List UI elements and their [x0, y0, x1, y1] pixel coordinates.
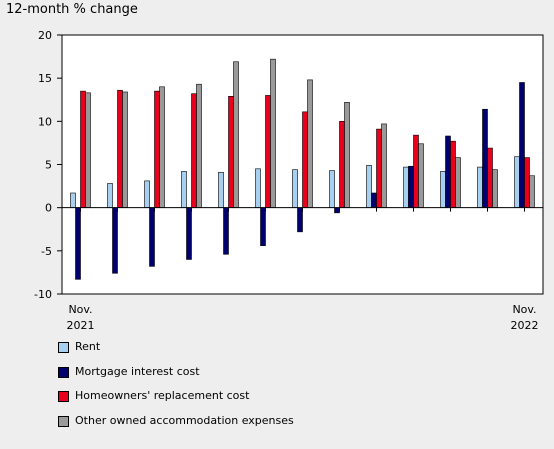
legend-swatch-mortgage-interest	[58, 366, 69, 378]
bar-homeowners-replacement-cost-6	[302, 111, 308, 208]
bar-mortgage-interest-cost-5	[260, 207, 266, 246]
y-tick-label: -10	[34, 288, 52, 301]
y-tick-label: -5	[41, 245, 52, 258]
bar-rent-8	[366, 165, 372, 208]
legend-label-rent: Rent	[75, 340, 101, 353]
bar-homeowners-replacement-cost-12	[524, 157, 530, 208]
x-tick-label-month: Nov.	[68, 303, 92, 316]
bar-rent-2	[144, 180, 150, 208]
bar-other-owned-accommodation-expenses-11	[492, 169, 498, 208]
bar-other-owned-accommodation-expenses-6	[307, 79, 313, 208]
bar-homeowners-replacement-cost-9	[413, 134, 419, 208]
legend-label-replacement-cost: Homeowners' replacement cost	[75, 389, 250, 402]
bar-mortgage-interest-cost-1	[112, 207, 118, 274]
bar-homeowners-replacement-cost-3	[191, 93, 197, 208]
bar-homeowners-replacement-cost-11	[487, 147, 493, 208]
bar-other-owned-accommodation-expenses-8	[381, 123, 387, 208]
bar-rent-7	[329, 170, 335, 208]
bar-mortgage-interest-cost-7	[334, 207, 340, 214]
y-tick-label: 5	[45, 159, 52, 172]
bar-other-owned-accommodation-expenses-9	[418, 143, 424, 208]
bar-mortgage-interest-cost-9	[408, 165, 414, 208]
bar-mortgage-interest-cost-0	[75, 207, 81, 280]
legend-swatch-replacement-cost	[58, 391, 69, 402]
y-axis-title: 12-month % change	[6, 2, 138, 17]
bar-mortgage-interest-cost-8	[371, 192, 377, 208]
legend-label-other-expenses: Other owned accommodation expenses	[75, 413, 294, 427]
y-tick-label: 10	[38, 115, 52, 128]
bar-chart: -10 -5 0 5 10 15 20 Nov. 2021 Nov. 2022	[34, 29, 544, 332]
bar-homeowners-replacement-cost-8	[376, 128, 382, 208]
bar-mortgage-interest-cost-10	[445, 135, 451, 208]
bar-mortgage-interest-cost-6	[297, 207, 303, 233]
legend-label-mortgage-interest: Mortgage interest cost	[75, 364, 200, 378]
legend-swatch-other-expenses	[58, 415, 69, 427]
bar-homeowners-replacement-cost-1	[117, 89, 123, 208]
legend-swatch-rent	[58, 342, 69, 353]
bar-rent-12	[514, 156, 520, 208]
bar-homeowners-replacement-cost-7	[339, 121, 345, 208]
x-tick-label-year: 2022	[511, 319, 539, 332]
bar-rent-6	[292, 169, 298, 208]
bar-rent-4	[218, 171, 224, 208]
bar-other-owned-accommodation-expenses-5	[270, 58, 276, 208]
bar-homeowners-replacement-cost-5	[265, 95, 271, 208]
bar-mortgage-interest-cost-12	[519, 82, 525, 208]
bar-mortgage-interest-cost-4	[223, 207, 229, 255]
bar-other-owned-accommodation-expenses-4	[233, 61, 239, 208]
bar-other-owned-accommodation-expenses-2	[159, 86, 165, 208]
bar-other-owned-accommodation-expenses-1	[122, 91, 128, 208]
bar-other-owned-accommodation-expenses-0	[85, 92, 91, 208]
bar-homeowners-replacement-cost-10	[450, 140, 456, 208]
x-tick-label-year: 2021	[67, 319, 95, 332]
bar-other-owned-accommodation-expenses-10	[455, 157, 461, 208]
bar-rent-1	[107, 183, 113, 208]
legend-item-other-expenses: Other owned accommodation expenses	[58, 414, 294, 439]
legend: Rent Mortgage interest cost Homeowners' …	[58, 340, 294, 438]
bar-rent-5	[255, 168, 261, 208]
bar-other-owned-accommodation-expenses-7	[344, 102, 350, 208]
bar-rent-10	[440, 171, 446, 208]
bar-homeowners-replacement-cost-2	[154, 90, 160, 208]
legend-item-mortgage-interest: Mortgage interest cost	[58, 365, 294, 390]
bar-mortgage-interest-cost-3	[186, 207, 192, 260]
legend-item-rent: Rent	[58, 340, 294, 365]
bar-other-owned-accommodation-expenses-12	[529, 175, 535, 208]
bar-mortgage-interest-cost-11	[482, 108, 488, 208]
y-tick-label: 20	[38, 29, 52, 42]
bar-rent-11	[477, 166, 483, 208]
x-tick-label-month: Nov.	[512, 303, 536, 316]
bar-homeowners-replacement-cost-4	[228, 95, 234, 208]
bar-mortgage-interest-cost-2	[149, 207, 155, 267]
legend-item-replacement-cost: Homeowners' replacement cost	[58, 389, 294, 414]
y-tick-label: 15	[38, 72, 52, 85]
y-tick-label: 0	[45, 202, 52, 215]
bar-other-owned-accommodation-expenses-3	[196, 83, 202, 208]
bar-rent-0	[70, 192, 76, 208]
bar-homeowners-replacement-cost-0	[80, 90, 86, 208]
bar-rent-3	[181, 171, 187, 208]
bar-rent-9	[403, 166, 409, 208]
